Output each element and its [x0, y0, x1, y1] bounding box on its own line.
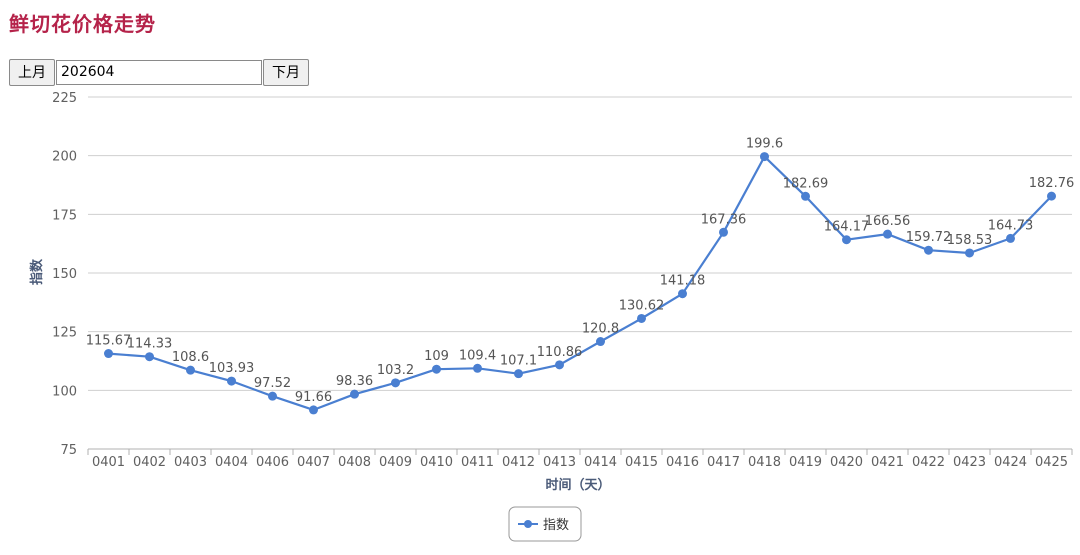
data-point[interactable]	[473, 363, 482, 373]
x-tick-label: 0422	[912, 455, 945, 470]
data-label: 130.62	[619, 298, 665, 313]
data-point[interactable]	[145, 352, 154, 362]
data-label: 107.1	[500, 354, 537, 369]
data-point[interactable]	[801, 191, 810, 201]
x-tick-label: 0412	[502, 455, 535, 470]
legend-marker-icon	[524, 520, 532, 528]
data-label: 159.72	[906, 230, 952, 245]
data-point[interactable]	[924, 245, 933, 255]
x-tick-label: 0404	[215, 455, 248, 470]
data-label: 110.86	[537, 345, 583, 360]
x-tick-label: 0402	[133, 455, 166, 470]
data-label: 91.66	[295, 390, 332, 405]
data-point[interactable]	[391, 378, 400, 388]
data-point[interactable]	[678, 289, 687, 299]
data-point[interactable]	[760, 152, 769, 162]
x-tick-label: 0401	[92, 455, 125, 470]
x-tick-labels: 0401 0402 0403 0404 0406 0407 0408 0409 0410 0411…	[87, 449, 1073, 470]
y-tick-label: 225	[52, 91, 77, 106]
legend-box	[508, 506, 582, 542]
y-tick-label: 175	[52, 208, 77, 223]
data-point[interactable]	[514, 369, 523, 379]
data-label: 199.6	[746, 137, 783, 152]
x-tick-label: 0408	[338, 455, 371, 470]
y-axis-title: 指数	[29, 258, 45, 285]
data-label: 98.36	[336, 374, 373, 389]
x-tick-label: 0418	[748, 455, 781, 470]
data-point[interactable]	[350, 389, 359, 399]
legend-label: 指数	[543, 518, 569, 533]
data-label: 167.36	[701, 212, 747, 227]
data-label: 103.93	[209, 361, 255, 376]
data-point[interactable]	[432, 364, 441, 374]
data-point[interactable]	[637, 313, 646, 323]
data-label: 114.33	[127, 337, 173, 352]
data-label: 164.73	[988, 218, 1034, 233]
y-tick-label: 75	[60, 443, 77, 458]
data-point[interactable]	[227, 376, 236, 386]
x-tick-label: 0417	[707, 455, 740, 470]
x-tick-label: 0410	[420, 455, 453, 470]
series-line	[108, 155, 1053, 411]
x-tick-label: 0409	[379, 455, 412, 470]
month-input[interactable]	[56, 59, 262, 85]
data-label: 182.76	[1029, 176, 1075, 191]
x-tick-label: 0413	[543, 455, 576, 470]
x-tick-label: 0411	[461, 455, 494, 470]
x-axis-title: 时间（天）	[545, 477, 610, 493]
data-label: 108.6	[172, 350, 209, 365]
y-tick-label: 150	[52, 267, 77, 282]
y-tick-label: 100	[52, 384, 77, 399]
x-tick-label: 0406	[256, 455, 289, 470]
data-label: 141.18	[660, 274, 706, 289]
data-point[interactable]	[186, 365, 195, 375]
data-point[interactable]	[555, 360, 564, 370]
y-tick-label: 125	[52, 326, 77, 341]
data-point[interactable]	[965, 248, 974, 258]
x-tick-label: 0424	[994, 455, 1027, 470]
x-tick-label: 0415	[625, 455, 658, 470]
data-label: 120.8	[582, 322, 619, 337]
x-tick-label: 0420	[830, 455, 863, 470]
data-point[interactable]	[1006, 233, 1015, 243]
page-title: 鲜切花价格走势	[9, 12, 156, 36]
data-label: 109.4	[459, 348, 496, 363]
data-label: 158.53	[947, 233, 993, 248]
data-point[interactable]	[268, 391, 277, 401]
data-point[interactable]	[842, 235, 851, 245]
legend[interactable]: 指数	[508, 506, 582, 542]
data-point[interactable]	[104, 349, 113, 359]
series-index	[104, 152, 1056, 415]
data-point[interactable]	[719, 227, 728, 237]
data-label: 164.17	[824, 220, 870, 235]
x-tick-label: 0414	[584, 455, 617, 470]
data-point[interactable]	[309, 405, 318, 415]
x-tick-label: 0423	[953, 455, 986, 470]
data-label: 182.69	[783, 176, 829, 191]
x-tick-label: 0421	[871, 455, 904, 470]
data-point[interactable]	[883, 229, 892, 239]
y-tick-labels: 75 100 125 150 175 200 225	[52, 91, 77, 458]
grid-lines	[88, 96, 1072, 450]
next-month-button[interactable]: 下月	[263, 58, 309, 86]
month-controls: 上月 下月	[9, 58, 309, 86]
data-label: 109	[424, 349, 449, 364]
data-label: 115.67	[86, 334, 132, 349]
x-tick-label: 0407	[297, 455, 330, 470]
x-tick-label: 0416	[666, 455, 699, 470]
data-label: 166.56	[865, 214, 911, 229]
data-point[interactable]	[596, 337, 605, 347]
x-tick-label: 0425	[1035, 455, 1068, 470]
data-label: 97.52	[254, 376, 291, 391]
prev-month-button[interactable]: 上月	[9, 58, 55, 86]
x-tick-label: 0419	[789, 455, 822, 470]
y-tick-label: 200	[52, 150, 77, 165]
x-tick-label: 0403	[174, 455, 207, 470]
data-point[interactable]	[1047, 191, 1056, 201]
data-label: 103.2	[377, 363, 414, 378]
